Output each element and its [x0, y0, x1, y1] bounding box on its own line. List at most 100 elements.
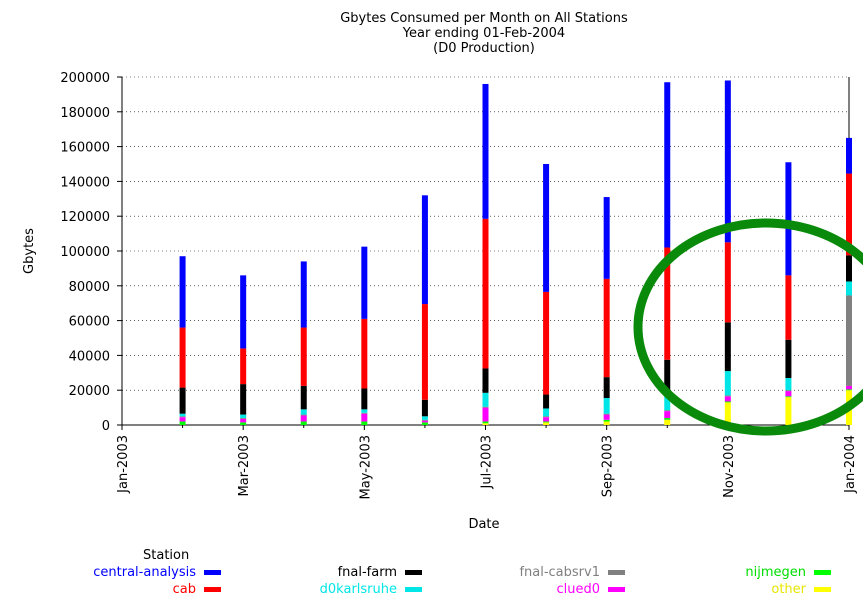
bar-segment-clued0-may-2003 — [361, 413, 368, 422]
bar-segment-clued0-nov-2003 — [724, 396, 731, 402]
bar-segment-other-jul-2003 — [482, 423, 489, 425]
bar-segment-fnal-farm-jan-2004 — [846, 255, 852, 282]
bar-segment-clued0-oct-2003 — [664, 411, 671, 419]
legend-swatch — [608, 570, 625, 575]
y-tick-label: 20000 — [69, 384, 110, 399]
bar-segment-fnal-cabsrv1-jul-2003 — [482, 406, 489, 408]
bar-segment-d0karlsruhe-jan-2004 — [846, 281, 852, 296]
legend-label: fnal-farm — [337, 565, 397, 580]
bar-segment-fnal-cabsrv1-may-2003 — [361, 412, 368, 414]
bar-segment-central-analysis-sep-2003 — [603, 197, 610, 279]
bar-segment-fnal-farm-oct-2003 — [664, 359, 671, 393]
legend-item-cab: cab — [80, 582, 221, 598]
bar-segment-fnal-cabsrv1-nov-2003 — [724, 395, 731, 397]
bar-segment-clued0-jan-2004 — [846, 385, 852, 390]
bar-segment-clued0-aug-2003 — [543, 417, 550, 422]
bar-segment-cab-aug-2003 — [543, 291, 550, 395]
bar-segment-fnal-cabsrv1-mar-2003 — [240, 418, 247, 419]
y-tick-label: 200000 — [60, 71, 110, 86]
legend-label: clued0 — [556, 582, 600, 597]
bar-segment-nijmegen-dec-2003 — [785, 396, 792, 398]
bar-segment-d0karlsruhe-dec-2003 — [785, 378, 792, 391]
bar-segment-fnal-farm-nov-2003 — [724, 322, 731, 372]
bar-segment-other-oct-2003 — [664, 419, 671, 425]
bar-segment-central-analysis-oct-2003 — [664, 82, 671, 248]
bar-segment-fnal-farm-jun-2003 — [421, 399, 428, 417]
bar-segment-cab-jun-2003 — [421, 304, 428, 400]
y-tick-label: 160000 — [60, 141, 110, 156]
bar-segment-nijmegen-mar-2003 — [240, 422, 247, 425]
bar-segment-d0karlsruhe-sep-2003 — [603, 398, 610, 414]
bar-segment-clued0-dec-2003 — [785, 391, 792, 397]
bar-segment-d0karlsruhe-feb-2003 — [179, 413, 186, 417]
y-tick-label: 140000 — [60, 175, 110, 190]
bar-segment-nijmegen-nov-2003 — [724, 401, 731, 403]
bar-segment-fnal-cabsrv1-jan-2004 — [846, 295, 852, 386]
bar-segment-nijmegen-jul-2003 — [482, 421, 489, 424]
bar-segment-d0karlsruhe-apr-2003 — [300, 409, 307, 415]
bar-segment-fnal-farm-jul-2003 — [482, 368, 489, 393]
bar-segment-nijmegen-apr-2003 — [300, 421, 307, 425]
y-tick-label: 40000 — [69, 349, 110, 364]
bar-segment-fnal-cabsrv1-jun-2003 — [421, 419, 428, 421]
bar-segment-clued0-apr-2003 — [300, 415, 307, 422]
bar-segment-fnal-farm-apr-2003 — [300, 385, 307, 410]
bar-segment-fnal-cabsrv1-feb-2003 — [179, 416, 186, 418]
legend-title: Station — [143, 548, 190, 563]
bar-segment-central-analysis-jan-2004 — [846, 137, 852, 174]
x-tick-label: Sep-2003 — [601, 435, 616, 497]
bar-segment-nijmegen-sep-2003 — [603, 419, 610, 422]
y-axis-label: Gbytes — [22, 228, 37, 274]
legend-swatch — [814, 570, 831, 575]
bar-segment-other-dec-2003 — [785, 397, 792, 425]
legend-item-d0karlsruhe: d0karlsruhe — [300, 582, 422, 598]
bar-segment-central-analysis-mar-2003 — [240, 275, 247, 349]
bar-segment-d0karlsruhe-jun-2003 — [421, 416, 428, 420]
legend-swatch — [204, 587, 221, 592]
bar-segment-central-analysis-jul-2003 — [482, 83, 489, 219]
bar-segment-cab-apr-2003 — [300, 327, 307, 386]
chart-title-line-3: (D0 Production) — [433, 41, 535, 56]
bar-segment-d0karlsruhe-aug-2003 — [543, 408, 550, 417]
bar-segment-nijmegen-jan-2004 — [846, 389, 852, 391]
bar-segment-fnal-farm-dec-2003 — [785, 339, 792, 379]
bar-segment-cab-feb-2003 — [179, 327, 186, 388]
bar-segment-fnal-farm-sep-2003 — [603, 377, 610, 399]
bar-segment-central-analysis-apr-2003 — [300, 261, 307, 328]
legend-label: nijmegen — [745, 565, 806, 580]
bar-segment-other-aug-2003 — [543, 422, 550, 425]
y-tick-label: 60000 — [69, 315, 110, 330]
bar-segment-central-analysis-feb-2003 — [179, 256, 186, 328]
legend-swatch — [405, 570, 422, 575]
legend-label: d0karlsruhe — [319, 582, 397, 597]
x-tick-label: Jan-2003 — [116, 435, 131, 494]
x-tick-label: Jan-2004 — [843, 435, 858, 494]
legend-item-central-analysis: central-analysis — [80, 565, 221, 581]
chart-title-line-2: Year ending 01-Feb-2004 — [402, 26, 566, 41]
bar-segment-fnal-farm-may-2003 — [361, 388, 368, 410]
bar-segment-clued0-jun-2003 — [421, 420, 428, 423]
bar-segment-central-analysis-may-2003 — [361, 246, 368, 319]
x-tick-label: Jul-2003 — [480, 435, 495, 489]
legend-label: cab — [172, 582, 196, 597]
bar-segment-other-nov-2003 — [724, 402, 731, 425]
legend-swatch — [814, 587, 831, 592]
bar-segment-cab-mar-2003 — [240, 348, 247, 385]
legend-label: fnal-cabsrv1 — [519, 565, 600, 580]
bar-segment-cab-jan-2004 — [846, 173, 852, 256]
legend: Station central-analysis cab fnal-farm d… — [0, 544, 863, 598]
bar-segment-central-analysis-aug-2003 — [543, 164, 550, 292]
bar-segment-clued0-feb-2003 — [179, 417, 186, 422]
y-tick-label: 0 — [102, 419, 110, 434]
x-tick-label: Mar-2003 — [237, 435, 252, 496]
bar-segment-cab-nov-2003 — [724, 242, 731, 323]
bar-segment-fnal-farm-aug-2003 — [543, 394, 550, 409]
bar-segment-clued0-jul-2003 — [482, 407, 489, 422]
legend-item-clued0: clued0 — [490, 582, 625, 598]
bar-segment-fnal-cabsrv1-aug-2003 — [543, 416, 550, 418]
annotation-ellipse — [633, 218, 863, 436]
y-tick-label: 100000 — [60, 245, 110, 260]
bar-segment-nijmegen-jun-2003 — [421, 422, 428, 425]
legend-swatch — [204, 570, 221, 575]
